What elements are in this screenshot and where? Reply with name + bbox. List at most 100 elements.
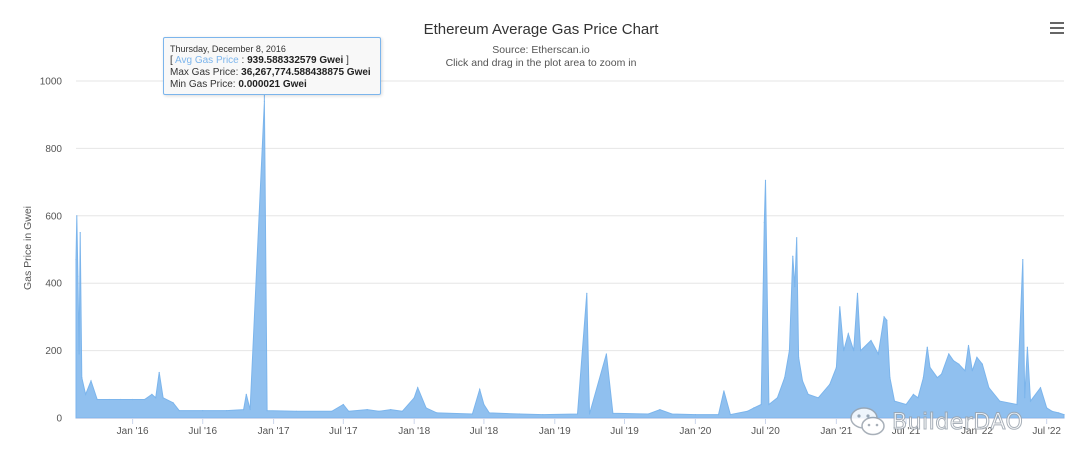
data-point bbox=[331, 410, 333, 412]
data-point bbox=[967, 344, 970, 347]
data-point bbox=[801, 380, 804, 382]
data-point bbox=[807, 393, 809, 395]
data-point bbox=[883, 316, 885, 318]
data-point bbox=[612, 412, 614, 414]
chart-title: Ethereum Average Gas Price Chart bbox=[424, 21, 660, 38]
data-point bbox=[132, 398, 134, 401]
data-point bbox=[295, 410, 297, 412]
data-point bbox=[912, 393, 915, 395]
data-point bbox=[1026, 346, 1028, 348]
data-point bbox=[366, 409, 368, 411]
axis-layer: 0 200 400 600 800 1000 Jan '16 Jul '16 Jan '17 Ju… bbox=[40, 77, 1064, 437]
chart-subtitle-source: Source: Etherscan.io bbox=[492, 44, 590, 56]
x-tick-label: Jul '21 bbox=[892, 426, 921, 437]
y-tick-label: 200 bbox=[45, 346, 62, 357]
data-point bbox=[1063, 414, 1065, 416]
tooltip-avg-value: 939.588332579 Gwei bbox=[247, 55, 344, 66]
x-tick-label: Jul '18 bbox=[470, 426, 499, 437]
data-point bbox=[647, 413, 650, 415]
data-point bbox=[1024, 397, 1026, 399]
data-point bbox=[763, 221, 765, 224]
chart-menu-button[interactable] bbox=[1050, 22, 1064, 34]
data-point bbox=[1039, 387, 1042, 389]
data-point bbox=[817, 397, 819, 399]
data-point bbox=[796, 237, 798, 239]
data-point bbox=[151, 393, 153, 395]
data-point bbox=[245, 393, 247, 395]
y-tick-label: 1000 bbox=[40, 77, 63, 88]
data-point bbox=[843, 350, 845, 352]
x-tick-label: Jul '20 bbox=[751, 426, 780, 437]
y-tick-label: 0 bbox=[56, 414, 62, 425]
tooltip-max-value: 36,267,774.588438875 Gwei bbox=[241, 67, 371, 78]
data-point bbox=[917, 397, 919, 399]
data-point bbox=[417, 387, 419, 389]
data-point bbox=[964, 370, 966, 372]
tooltip-min-row: Min Gas Price: 0.000021 Gwei bbox=[170, 79, 307, 90]
data-point bbox=[798, 356, 800, 358]
data-point bbox=[401, 410, 403, 412]
data-point bbox=[948, 353, 950, 355]
data-point bbox=[155, 397, 157, 399]
data-point bbox=[981, 363, 983, 365]
data-point bbox=[1029, 400, 1032, 402]
x-tick-label: Jan '22 bbox=[961, 426, 993, 437]
data-point bbox=[85, 393, 87, 395]
data-point bbox=[425, 407, 427, 409]
data-point bbox=[588, 413, 591, 415]
data-point bbox=[659, 409, 661, 411]
y-tick-label: 400 bbox=[45, 279, 62, 290]
y-tick-label: 800 bbox=[45, 144, 62, 155]
data-point bbox=[479, 388, 481, 390]
data-point bbox=[76, 215, 78, 217]
data-point bbox=[976, 356, 978, 358]
tooltip-min-value: 0.000021 Gwei bbox=[238, 79, 307, 90]
data-point bbox=[605, 353, 608, 355]
data-point bbox=[202, 410, 204, 412]
data-point bbox=[108, 398, 110, 401]
data-point bbox=[729, 414, 732, 416]
tooltip-avg-row: [ Avg Gas Price : 939.588332579 Gwei ] bbox=[170, 55, 349, 66]
data-point bbox=[78, 353, 80, 355]
series-area-layer bbox=[75, 95, 1065, 419]
data-point bbox=[488, 412, 490, 414]
tooltip-max-row: Max Gas Price: 36,267,774.588438875 Gwei bbox=[170, 67, 371, 78]
data-point bbox=[158, 371, 160, 374]
data-point bbox=[792, 255, 794, 257]
data-point bbox=[342, 403, 344, 406]
data-point bbox=[436, 412, 438, 414]
data-point bbox=[81, 377, 83, 379]
data-point bbox=[266, 410, 268, 412]
tooltip-date: Thursday, December 8, 2016 bbox=[170, 44, 286, 54]
tooltip-series-name: Avg Gas Price bbox=[175, 55, 239, 66]
data-point bbox=[958, 363, 960, 365]
data-point bbox=[1058, 412, 1060, 414]
data-point bbox=[988, 387, 990, 389]
data-point bbox=[75, 259, 77, 261]
data-point bbox=[413, 397, 415, 399]
x-tick-label: Jul '17 bbox=[329, 426, 358, 437]
chart-subtitle-zoom-hint: Click and drag in the plot area to zoom … bbox=[446, 57, 637, 69]
data-point bbox=[172, 402, 174, 404]
data-point bbox=[144, 398, 146, 401]
data-point bbox=[877, 353, 879, 355]
data-point bbox=[905, 403, 907, 406]
data-point bbox=[90, 380, 92, 382]
data-point bbox=[886, 319, 888, 321]
data-point bbox=[753, 407, 755, 409]
data-point bbox=[542, 414, 544, 416]
data-point bbox=[162, 397, 164, 399]
wechat-icon bbox=[850, 407, 885, 436]
data-point bbox=[940, 373, 943, 375]
data-point bbox=[936, 377, 938, 379]
data-point bbox=[746, 410, 749, 412]
x-tick-label: Jan '18 bbox=[398, 426, 430, 437]
data-point bbox=[853, 350, 855, 352]
data-point bbox=[77, 275, 79, 278]
data-point bbox=[839, 306, 841, 308]
x-tick-label: Jan '19 bbox=[539, 426, 571, 437]
data-point bbox=[860, 350, 862, 352]
data-point bbox=[1022, 259, 1024, 261]
data-point bbox=[671, 413, 673, 415]
